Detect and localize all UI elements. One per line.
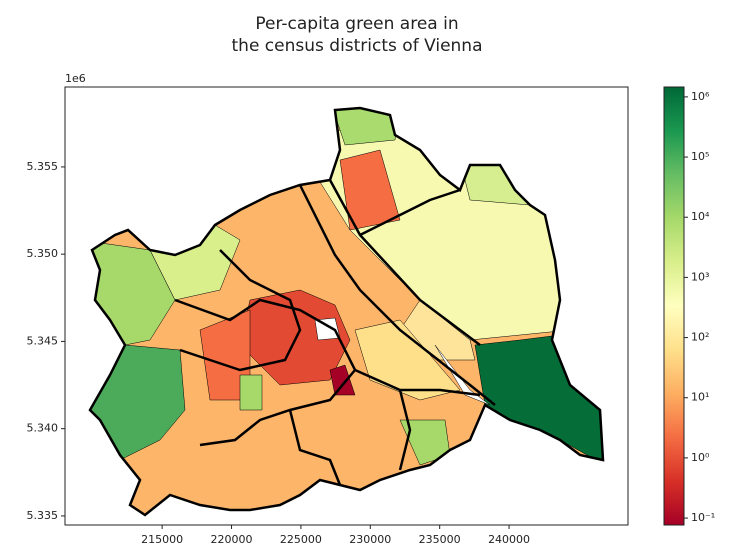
- map: [90, 108, 603, 515]
- colorbar-tick-label: 10⁴: [691, 210, 710, 223]
- title: the census districts of Vienna: [232, 36, 483, 56]
- x-tick-label: 235000: [419, 533, 461, 546]
- district-border: [398, 389, 412, 471]
- colorbar-tick-label: 10¹: [691, 391, 709, 404]
- colorbar: [663, 86, 685, 526]
- colorbar-tick-label: 10⁻¹: [691, 511, 715, 524]
- district-border: [179, 249, 302, 372]
- x-tick-label: 230000: [349, 533, 391, 546]
- colorbar-tick-label: 10⁰: [691, 451, 710, 464]
- district: [474, 334, 603, 466]
- colorbar-tick-label: 10³: [691, 270, 709, 283]
- district: [339, 149, 401, 231]
- y-tick-label: 5.355: [27, 160, 59, 173]
- x-tick-label: 220000: [211, 533, 253, 546]
- district: [239, 374, 263, 411]
- colorbar-tick-label: 10⁶: [691, 90, 710, 103]
- district-border: [354, 368, 481, 397]
- y-tick-label: 5.345: [27, 334, 59, 347]
- colorbar-tick-label: 10⁵: [691, 150, 709, 163]
- axes-frame: [64, 86, 629, 526]
- danube: [298, 184, 496, 406]
- y-tick-label: 5.340: [27, 422, 59, 435]
- x-tick-label: 240000: [488, 533, 530, 546]
- x-tick-label: 225000: [280, 533, 322, 546]
- y-tick-label: 5.335: [27, 509, 59, 522]
- y-tick-label: 5.350: [27, 247, 59, 260]
- x-tick-label: 215000: [141, 533, 183, 546]
- title: Per-capita green area in: [255, 14, 458, 34]
- district-border: [288, 409, 342, 486]
- colorbar-tick-label: 10²: [691, 331, 709, 344]
- district: [329, 364, 356, 396]
- district-border: [359, 188, 461, 237]
- offset-text: 1e6: [65, 72, 86, 85]
- district-border: [328, 179, 481, 346]
